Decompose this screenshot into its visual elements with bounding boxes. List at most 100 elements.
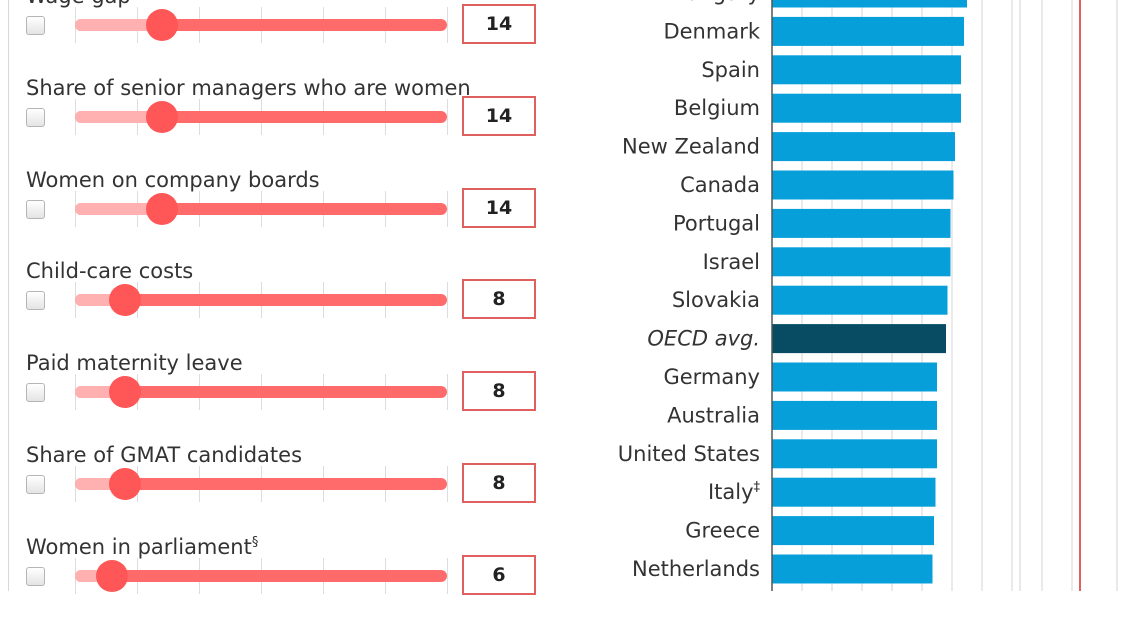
- country-label: Portugal: [673, 211, 760, 235]
- country-name: United States: [618, 442, 760, 466]
- slider-fill: [75, 19, 162, 31]
- indicator-checkbox[interactable]: [26, 108, 45, 127]
- country-ranking-chart: Hungary Denmark Spain Belgium New Zealand Can…: [618, 0, 1118, 591]
- bar-country[interactable]: [772, 170, 954, 200]
- weight-slider[interactable]: [75, 7, 448, 43]
- country-name: New Zealand: [622, 135, 760, 159]
- country-name: Portugal: [673, 211, 760, 235]
- slider-track[interactable]: [75, 294, 447, 306]
- indicator-label-text: Paid maternity leave: [26, 351, 243, 375]
- slider-track[interactable]: [75, 386, 447, 398]
- weight-slider[interactable]: [75, 191, 448, 227]
- slider-thumb[interactable]: [108, 468, 141, 500]
- weight-slider[interactable]: [75, 558, 448, 594]
- panel-border-left: [8, 0, 9, 591]
- country-name: Italy: [708, 480, 754, 504]
- indicator-checkbox[interactable]: [26, 200, 45, 219]
- bar-country[interactable]: [772, 247, 951, 277]
- slider-tick: [447, 99, 448, 135]
- country-name: Israel: [703, 250, 760, 274]
- weight-slider[interactable]: [75, 374, 448, 410]
- country-label: Slovakia: [672, 288, 760, 312]
- country-label: Denmark: [663, 19, 760, 43]
- country-label: Italy‡: [708, 480, 761, 504]
- weight-value-input[interactable]: 14: [462, 188, 536, 228]
- footnote-mark: §: [251, 535, 259, 550]
- indicator-label-text: Women on company boards: [26, 168, 320, 192]
- indicator-checkbox[interactable]: [26, 291, 45, 310]
- indicator-label-text: Child-care costs: [26, 259, 194, 283]
- weight-value-input[interactable]: 6: [462, 555, 536, 595]
- country-name: Hungary: [670, 0, 760, 5]
- slider-tick: [447, 558, 448, 594]
- country-label: United States: [618, 442, 760, 466]
- slider-thumb[interactable]: [145, 9, 178, 41]
- weight-slider[interactable]: [75, 466, 448, 502]
- slider-thumb[interactable]: [108, 376, 141, 408]
- indicator-checkbox[interactable]: [26, 383, 45, 402]
- bar-country[interactable]: [772, 16, 964, 46]
- indicator-row: Wage gap 14: [0, 0, 560, 76]
- bar-country[interactable]: [772, 516, 934, 546]
- country-name: Netherlands: [632, 557, 760, 581]
- indicator-label: Share of senior managers who are women: [26, 76, 471, 100]
- country-label: OECD avg.: [647, 327, 760, 351]
- slider-thumb[interactable]: [96, 560, 129, 592]
- slider-fill: [75, 111, 162, 123]
- country-name: Slovakia: [672, 288, 760, 312]
- slider-track[interactable]: [75, 478, 447, 490]
- bar-country[interactable]: [772, 554, 933, 584]
- bar-country[interactable]: [772, 285, 948, 315]
- indicator-row: Women on company boards 14: [0, 168, 560, 260]
- weight-value-input[interactable]: 8: [462, 463, 536, 503]
- country-label: Netherlands: [632, 557, 760, 581]
- country-label: Canada: [680, 173, 760, 197]
- bar-country[interactable]: [772, 132, 955, 162]
- bar-oecd-average[interactable]: [772, 324, 946, 354]
- slider-thumb[interactable]: [108, 284, 141, 316]
- bar-country[interactable]: [772, 208, 951, 238]
- slider-tick: [447, 282, 448, 318]
- bar-country[interactable]: [772, 400, 937, 430]
- country-name: Germany: [663, 365, 760, 389]
- country-label: Greece: [685, 519, 760, 543]
- slider-track[interactable]: [75, 570, 447, 582]
- indicator-label-text: Wage gap: [26, 0, 131, 8]
- indicator-label: Share of GMAT candidates: [26, 443, 302, 467]
- indicator-label: Child-care costs: [26, 259, 193, 283]
- slider-tick: [447, 7, 448, 43]
- bar-country[interactable]: [772, 55, 961, 85]
- indicator-label: Wage gap: [26, 0, 131, 8]
- slider-thumb[interactable]: [145, 101, 178, 133]
- bar-country[interactable]: [772, 93, 961, 123]
- indicator-row: Women in parliament§ 6: [0, 535, 560, 627]
- indicator-label-text: Women in parliament: [26, 535, 252, 559]
- country-label: Israel: [703, 250, 760, 274]
- indicator-label-text: Share of senior managers who are women: [26, 76, 471, 100]
- bar-country[interactable]: [772, 362, 937, 392]
- indicator-label: Women in parliament§: [26, 535, 258, 559]
- footnote-mark: ‡: [754, 480, 761, 495]
- indicator-label: Women on company boards: [26, 168, 320, 192]
- indicator-row: Share of GMAT candidates 8: [0, 443, 560, 535]
- bar-country[interactable]: [772, 477, 936, 507]
- indicator-row: Paid maternity leave 8: [0, 351, 560, 443]
- indicator-checkbox[interactable]: [26, 475, 45, 494]
- weight-value-input[interactable]: 8: [462, 371, 536, 411]
- country-name: OECD avg.: [647, 327, 760, 351]
- weight-value-input[interactable]: 14: [462, 96, 536, 136]
- indicator-checkbox[interactable]: [26, 567, 45, 586]
- bar-country[interactable]: [772, 0, 967, 8]
- country-label: Spain: [701, 58, 760, 82]
- weight-value-input[interactable]: 14: [462, 4, 536, 44]
- weight-value-input[interactable]: 8: [462, 279, 536, 319]
- slider-tick: [447, 466, 448, 502]
- weight-slider[interactable]: [75, 282, 448, 318]
- country-name: Spain: [701, 58, 760, 82]
- bar-country[interactable]: [772, 439, 937, 469]
- indicator-checkbox[interactable]: [26, 16, 45, 35]
- slider-thumb[interactable]: [145, 193, 178, 225]
- slider-fill: [75, 203, 162, 215]
- weight-slider[interactable]: [75, 99, 448, 135]
- country-name: Greece: [685, 519, 760, 543]
